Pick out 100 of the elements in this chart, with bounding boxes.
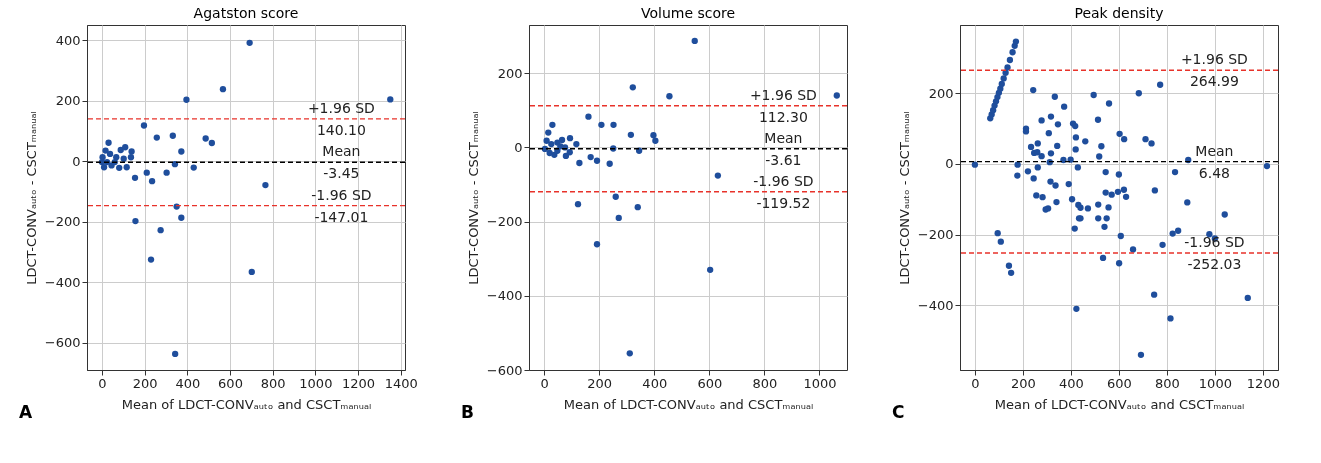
annotation: -119.52 — [756, 194, 811, 211]
x-tick-label: 800 — [1154, 375, 1180, 391]
point — [153, 134, 160, 141]
point — [143, 169, 150, 176]
point — [140, 122, 148, 129]
ref-line-label: -1.96 SD — [311, 186, 372, 203]
point — [246, 39, 253, 47]
y-tick-label: −400 — [917, 297, 954, 313]
point — [606, 160, 613, 167]
x-tick-label: 600 — [1106, 375, 1132, 391]
point — [557, 143, 564, 150]
x-tick-label: 600 — [697, 375, 723, 391]
point — [626, 350, 633, 357]
y-tick-label: 200 — [928, 85, 954, 101]
point — [208, 139, 216, 147]
point — [558, 136, 566, 144]
y-tick-label: 0 — [945, 156, 954, 172]
point — [574, 201, 582, 208]
point — [566, 149, 573, 156]
x-tick-label: 800 — [260, 375, 286, 391]
point — [120, 155, 127, 162]
point — [615, 214, 622, 222]
point — [610, 121, 617, 128]
ref-line-label: +1.96 SD — [749, 86, 817, 103]
point — [666, 93, 673, 100]
ref-line-label: -1.96 SD — [753, 172, 814, 189]
point — [127, 154, 135, 161]
y-tick-label: −200 — [917, 227, 954, 243]
point — [629, 84, 636, 91]
x-tick-label: 600 — [218, 375, 243, 391]
point — [548, 140, 555, 148]
y-tick-label: 200 — [497, 65, 523, 81]
point — [117, 146, 124, 154]
point — [163, 169, 170, 176]
y-tick-label: 0 — [514, 139, 523, 155]
x-axis-title: Mean of LDCT-CONVₐᵤₜₒ and CSCTₘₐₙᵤₐₗ — [121, 396, 372, 412]
x-tick-label: 0 — [540, 375, 549, 391]
ref-line-label: +1.96 SD — [1180, 51, 1248, 68]
x-tick-label: 1200 — [1246, 375, 1280, 391]
point — [707, 266, 714, 273]
x-tick-label: 400 — [175, 375, 201, 391]
ref-line-label: -1.96 SD — [1184, 234, 1245, 251]
x-tick-label: 200 — [587, 375, 613, 391]
x-tick-label: 800 — [752, 375, 778, 391]
point — [562, 152, 570, 160]
point — [262, 181, 269, 189]
annotation: 264.99 — [1189, 73, 1239, 90]
point — [106, 150, 114, 158]
x-tick-label: 400 — [642, 375, 668, 391]
point — [171, 350, 179, 358]
point — [147, 256, 155, 263]
x-tick-label: 1000 — [1198, 375, 1232, 391]
x-axis-title: Mean of LDCT-CONVₐᵤₜₒ and CSCTₘₐₙᵤₐₗ — [563, 396, 814, 412]
annotation: 112.30 — [758, 108, 808, 125]
point — [627, 131, 635, 138]
x-tick-label: 400 — [1058, 375, 1084, 391]
point — [635, 147, 643, 154]
text: A — [19, 402, 33, 422]
point — [183, 96, 190, 103]
annotation: 140.10 — [316, 121, 366, 138]
y-axis-title: LDCT-CONVₐᵤₜₒ - CSCTₘₐₙᵤₐₗ — [465, 111, 481, 285]
ref-line-label: Mean — [1195, 142, 1234, 159]
point — [593, 157, 601, 164]
point — [219, 86, 227, 93]
point — [545, 129, 552, 136]
point — [691, 37, 698, 45]
y-tick-label: −600 — [44, 335, 81, 351]
point — [576, 159, 583, 167]
point — [598, 121, 605, 128]
point — [131, 174, 139, 181]
x-tick-label: 1000 — [299, 375, 333, 391]
y-tick-label: −200 — [486, 214, 523, 230]
chart-title: Agatston score — [193, 5, 299, 21]
point — [178, 148, 185, 155]
ref-line-label: +1.96 SD — [307, 99, 375, 116]
x-tick-label: 0 — [971, 375, 980, 391]
y-axis-title: LDCT-CONVₐᵤₜₒ - CSCTₘₐₙᵤₐₗ — [896, 111, 912, 285]
point — [248, 268, 255, 276]
chart-title: Volume score — [640, 5, 736, 21]
point — [132, 217, 139, 225]
point — [157, 227, 164, 234]
point — [634, 203, 641, 211]
point — [102, 147, 109, 154]
text: C — [892, 402, 905, 422]
annotation: -147.01 — [314, 208, 369, 225]
point — [585, 113, 592, 120]
y-tick-label: 400 — [55, 32, 81, 48]
x-tick-label: 0 — [98, 375, 107, 391]
y-tick-label: −400 — [44, 274, 81, 290]
annotation: -3.45 — [323, 165, 360, 182]
point — [593, 241, 601, 248]
x-tick-label: 1400 — [384, 375, 418, 391]
point — [169, 132, 176, 139]
point — [105, 139, 112, 146]
x-tick-label: 200 — [1010, 375, 1036, 391]
x-axis-title: Mean of LDCT-CONVₐᵤₜₒ and CSCTₘₐₙᵤₐₗ — [994, 396, 1245, 412]
annotation: 6.48 — [1198, 164, 1230, 181]
x-tick-label: 1000 — [803, 375, 837, 391]
point — [573, 140, 580, 148]
ref-line-label: Mean — [322, 143, 361, 160]
